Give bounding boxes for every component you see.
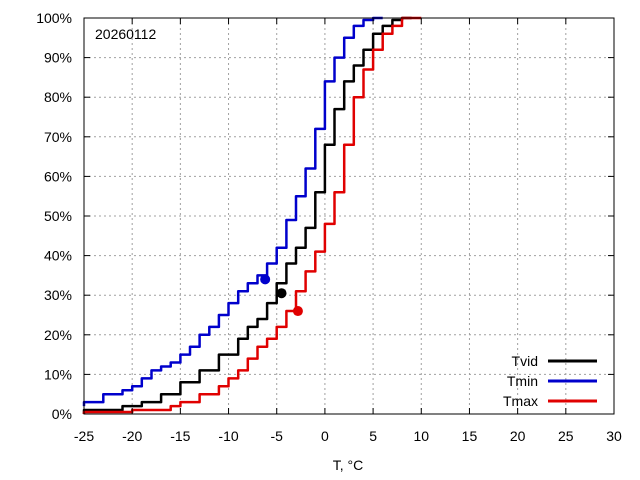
- x-tick-label: -20: [122, 428, 142, 444]
- y-tick-label: 0%: [52, 406, 72, 422]
- y-tick-label: 10%: [44, 366, 72, 382]
- y-tick-label: 50%: [44, 208, 72, 224]
- series-marker-tmin: [260, 274, 271, 285]
- y-tick-label: 90%: [44, 50, 72, 66]
- y-tick-label: 40%: [44, 248, 72, 264]
- x-tick-label: -15: [170, 428, 190, 444]
- legend-label-tvid: Tvid: [512, 353, 538, 369]
- y-tick-label: 70%: [44, 129, 72, 145]
- x-tick-label: 25: [558, 428, 574, 444]
- series-line-tvid: [82, 16, 412, 414]
- x-tick-label: -10: [218, 428, 238, 444]
- x-tick-label: 5: [369, 428, 377, 444]
- y-tick-label: 20%: [44, 327, 72, 343]
- y-tick-label: 30%: [44, 287, 72, 303]
- series-line-tmin: [82, 16, 383, 407]
- y-tick-label: 80%: [44, 89, 72, 105]
- y-tick-labels: 0% 10% 20% 30% 40% 50% 60% 70% 80% 90% 100%: [36, 10, 72, 422]
- gridlines: [84, 18, 614, 414]
- y-tick-label: 100%: [36, 10, 72, 26]
- series-lines: [82, 16, 422, 414]
- x-tick-label: -25: [74, 428, 94, 444]
- x-tick-labels: -25 -20 -15 -10 -5 0 5 10 15 20 25 30: [74, 428, 622, 444]
- date-annotation: 20260112: [95, 26, 156, 42]
- x-tick-label: 10: [413, 428, 429, 444]
- x-axis-title: T, °C: [333, 457, 364, 473]
- series-line-tmax: [82, 16, 422, 414]
- legend-label-tmax: Tmax: [503, 393, 538, 409]
- y-tick-label: 60%: [44, 168, 72, 184]
- tick-marks: [83, 17, 615, 415]
- x-tick-label: 30: [606, 428, 622, 444]
- x-tick-label: -5: [271, 428, 284, 444]
- legend: Tvid Tmin Tmax: [503, 353, 597, 409]
- x-tick-label: 15: [462, 428, 478, 444]
- x-tick-label: 0: [321, 428, 329, 444]
- series-marker-tvid: [276, 288, 287, 299]
- series-marker-tmax: [292, 306, 303, 317]
- x-tick-label: 20: [510, 428, 526, 444]
- legend-label-tmin: Tmin: [507, 373, 538, 389]
